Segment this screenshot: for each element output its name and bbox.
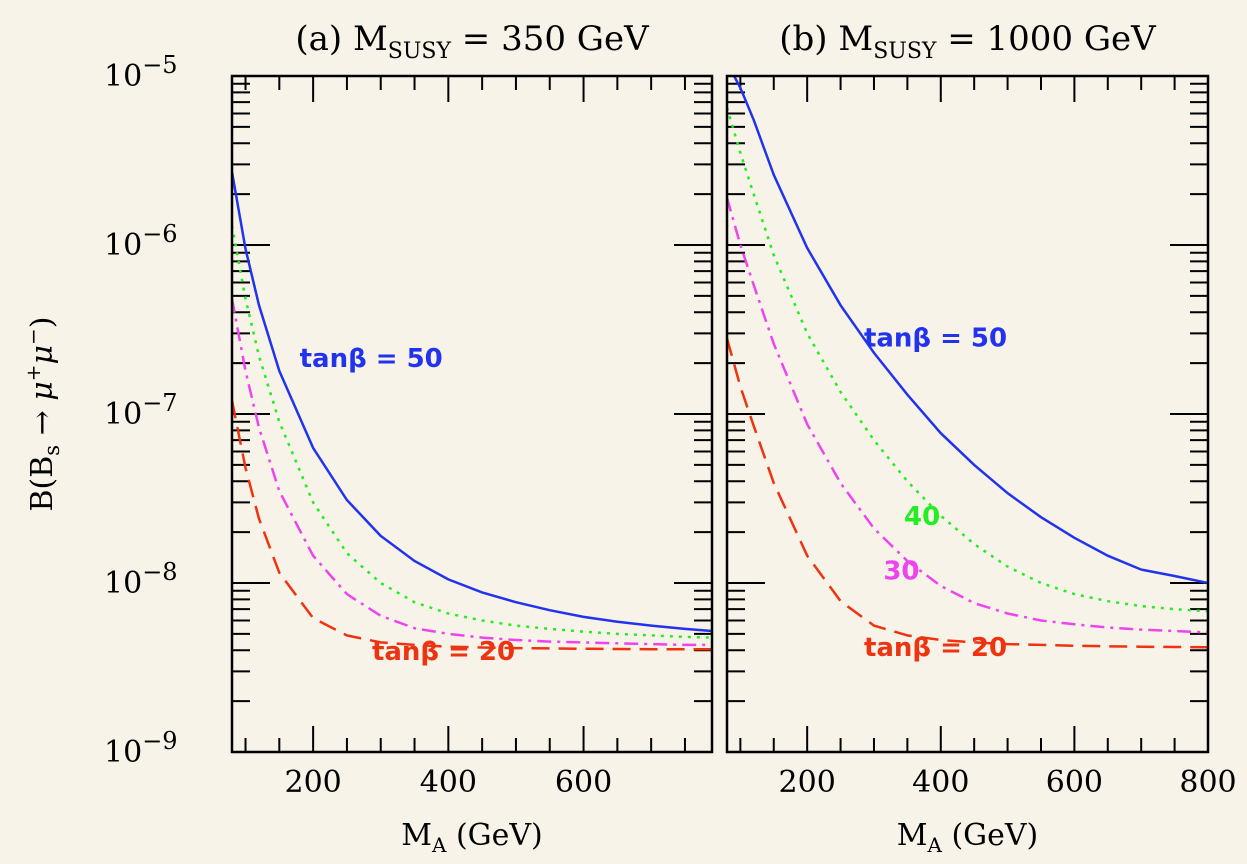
series-annotation: 30: [883, 556, 919, 586]
series-line-1: [232, 225, 712, 639]
panel-title: (b) MSUSY = 1000 GeV: [779, 19, 1157, 64]
x-tick-label: 600: [555, 765, 612, 800]
x-tick-label: 800: [1179, 765, 1236, 800]
series-annotation: tanβ = 50: [300, 344, 443, 374]
panel-title: (a) MSUSY = 350 GeV: [295, 19, 650, 64]
series-annotation: tanβ = 50: [864, 324, 1007, 354]
series-group: [727, 76, 1208, 649]
tick-marks: [727, 76, 1209, 752]
y-tick-label: 10−6: [104, 220, 178, 263]
series-line-2: [232, 298, 712, 647]
x-tick-label: 200: [284, 765, 341, 800]
y-axis-label: B(Bs → μ+μ−): [21, 316, 64, 511]
x-tick-label: 200: [779, 765, 836, 800]
x-tick-label: 400: [912, 765, 969, 800]
x-axis-label: MA (GeV): [897, 818, 1039, 857]
y-tick-label: 10−7: [104, 389, 178, 432]
plot-frame: [230, 74, 714, 754]
series-group: [232, 171, 712, 651]
series-line-3: [232, 400, 712, 651]
panel-a: 200 400 600 10−5 10−6 10−7 10−8 10−9 (a) MSUSY =…: [104, 19, 714, 857]
y-tick-label: 10−8: [104, 558, 178, 601]
series-annotation: tanβ = 20: [372, 637, 515, 667]
y-axis-label-text: B(Bs → μ+μ−): [21, 316, 64, 511]
y-tick-label: 10−9: [104, 727, 178, 770]
series-line-0: [232, 171, 712, 633]
x-tick-label: 400: [420, 765, 477, 800]
series-line-1: [727, 107, 1208, 613]
x-tick-label: 600: [1046, 765, 1103, 800]
series-line-3: [727, 338, 1208, 649]
panel-b: 200 400 600 800 (b) MSUSY = 1000 GeV MA (GeV)…: [725, 19, 1237, 857]
plot-frame: [725, 74, 1210, 754]
series-annotation: tanβ = 20: [864, 633, 1007, 663]
x-axis-label: MA (GeV): [401, 818, 543, 857]
series-line-0: [732, 76, 1208, 585]
series-annotation: 40: [904, 502, 940, 532]
y-tick-label: 10−5: [104, 51, 178, 94]
